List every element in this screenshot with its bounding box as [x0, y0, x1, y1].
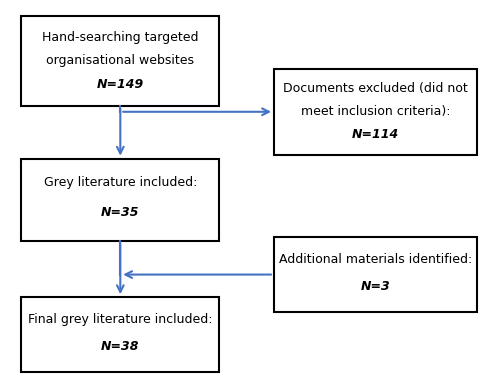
Text: organisational websites: organisational websites: [46, 54, 195, 67]
Text: N=38: N=38: [101, 340, 140, 353]
Text: Final grey literature included:: Final grey literature included:: [28, 313, 212, 326]
Text: meet inclusion criteria):: meet inclusion criteria):: [301, 105, 450, 118]
FancyBboxPatch shape: [21, 159, 220, 241]
FancyBboxPatch shape: [21, 297, 220, 372]
Text: Additional materials identified:: Additional materials identified:: [279, 253, 472, 266]
Text: Documents excluded (did not: Documents excluded (did not: [283, 82, 468, 95]
FancyBboxPatch shape: [274, 69, 477, 155]
Text: N=149: N=149: [96, 78, 144, 91]
Text: N=3: N=3: [360, 280, 390, 293]
FancyBboxPatch shape: [274, 237, 477, 312]
Text: N=114: N=114: [352, 128, 399, 141]
Text: Grey literature included:: Grey literature included:: [44, 176, 197, 189]
Text: Hand-searching targeted: Hand-searching targeted: [42, 31, 198, 43]
FancyBboxPatch shape: [21, 16, 220, 106]
Text: N=35: N=35: [101, 205, 140, 219]
